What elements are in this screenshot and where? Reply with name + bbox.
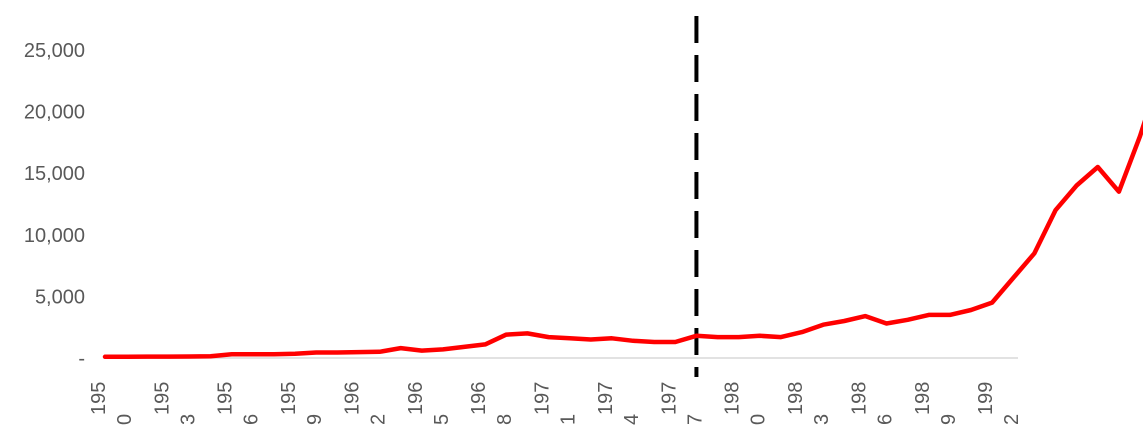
y-axis: - 5,000 10,000 15,000 20,000 25,000 bbox=[24, 40, 85, 370]
x-tick-label-part: 195 bbox=[151, 382, 173, 415]
x-tick-label-part: 5 bbox=[431, 414, 453, 425]
x-tick-label-part: 198 bbox=[912, 382, 934, 415]
x-tick-label-part: 6 bbox=[874, 414, 896, 425]
x-tick-label-part: 9 bbox=[938, 414, 960, 425]
x-tick-label-part: 196 bbox=[405, 382, 427, 415]
y-tick-label: - bbox=[78, 348, 85, 370]
x-tick-label-part: 3 bbox=[811, 414, 833, 425]
x-tick-label-part: 3 bbox=[177, 414, 199, 425]
x-tick-label-part: 196 bbox=[341, 382, 363, 415]
x-tick-label-part: 197 bbox=[532, 382, 554, 415]
series-line bbox=[102, 119, 1143, 360]
x-axis: 1950195319561959196219651968197119741977… bbox=[88, 382, 1023, 425]
x-tick-label-part: 196 bbox=[468, 382, 490, 415]
x-tick-label-part: 9 bbox=[304, 414, 326, 425]
x-tick-label-part: 4 bbox=[621, 414, 643, 425]
x-tick-label-part: 195 bbox=[215, 382, 237, 415]
y-tick-label: 20,000 bbox=[24, 102, 85, 124]
x-tick-label-part: 2 bbox=[367, 414, 389, 425]
x-tick-label-part: 197 bbox=[658, 382, 680, 415]
x-tick-label-part: 195 bbox=[278, 382, 300, 415]
x-tick-label-part: 198 bbox=[848, 382, 870, 415]
y-tick-label: 15,000 bbox=[24, 163, 85, 185]
x-tick-label-part: 1 bbox=[558, 414, 580, 425]
x-tick-label-part: 195 bbox=[88, 382, 110, 415]
x-tick-label-part: 197 bbox=[595, 382, 617, 415]
x-tick-label-part: 7 bbox=[684, 414, 706, 425]
y-tick-label: 10,000 bbox=[24, 225, 85, 247]
x-tick-label-part: 6 bbox=[241, 414, 263, 425]
x-tick-label-part: 2 bbox=[1001, 414, 1023, 425]
x-tick-label-part: 198 bbox=[722, 382, 744, 415]
x-tick-label-part: 8 bbox=[494, 414, 516, 425]
x-tick-label-part: 0 bbox=[748, 414, 770, 425]
y-tick-label: 25,000 bbox=[24, 40, 85, 62]
x-tick-label-part: 198 bbox=[785, 382, 807, 415]
series-layer bbox=[102, 119, 1143, 360]
x-tick-label-part: 0 bbox=[114, 414, 136, 425]
y-tick-label: 5,000 bbox=[35, 286, 85, 308]
x-tick-label-part: 199 bbox=[975, 382, 997, 415]
